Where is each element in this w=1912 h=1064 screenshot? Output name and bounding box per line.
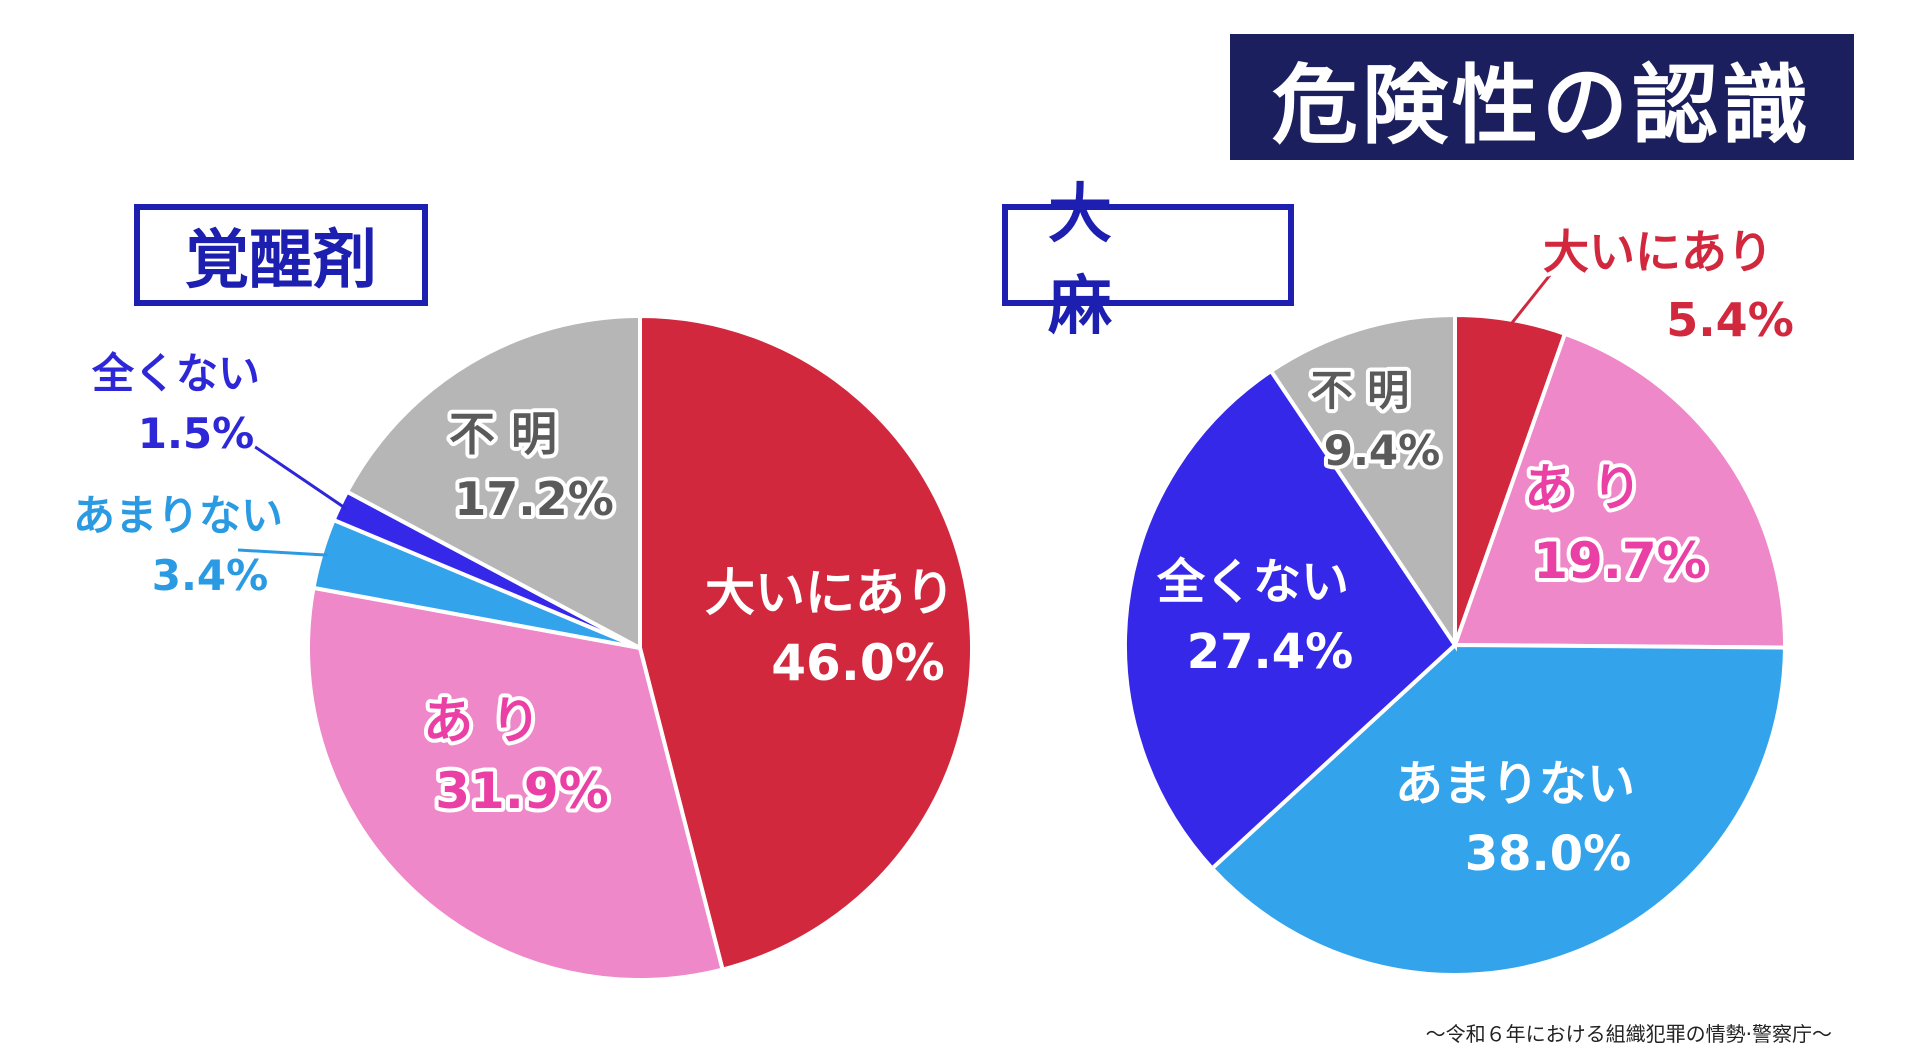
pie-chart-1: 大いにあり 5.4% あ り 19.7% あまりない 38.0% 全くない 27.4% 不 明 9…	[1123, 221, 1798, 977]
slice-value: 46.0%	[771, 634, 944, 692]
slice-label: あ り	[1524, 459, 1641, 517]
pie-slice	[1268, 312, 1457, 652]
slice-label: あまりない	[73, 491, 283, 540]
slice-label: 不 明	[1311, 366, 1410, 415]
pie-slice	[1209, 642, 1788, 977]
slice-label: 大いにあり	[1543, 225, 1773, 279]
leader-line	[237, 548, 328, 557]
slice-value: 27.4%	[1187, 624, 1354, 680]
slice-value: 9.4%	[1324, 426, 1440, 475]
slice-label: 全くない	[1156, 554, 1349, 610]
slice-value: 5.4%	[1666, 293, 1794, 347]
slice-value: 3.4%	[152, 551, 268, 600]
pie-slice	[1452, 331, 1787, 650]
pie-chart-0: 大いにあり 46.0% あ り 31.9% あまりない 3.4% 全くない 1.5% 不 明 17…	[69, 313, 974, 982]
chart-title-cannabis: 大 麻	[1048, 178, 1152, 344]
slice-value: 38.0%	[1465, 826, 1632, 882]
pie-slice	[306, 585, 726, 982]
main-title-box: 危険性の認識	[1230, 34, 1854, 160]
chart-title-box-cannabis: 大 麻	[1002, 178, 1294, 344]
source-note: 〜令和６年における組織犯罪の情勢·警察庁〜	[1425, 1022, 1832, 1046]
slice-label: 大いにあり	[705, 564, 955, 622]
slice-value: 31.9%	[435, 762, 608, 820]
slice-value: 17.2%	[454, 472, 614, 526]
chart-title-stimulants: 覚醒剤	[185, 224, 377, 298]
slice-label: あまりない	[1395, 756, 1635, 812]
leader-line	[1508, 274, 1552, 327]
pie-slice	[344, 313, 642, 652]
slice-label: 不 明	[449, 407, 557, 461]
main-title: 危険性の認識	[1272, 55, 1812, 156]
slice-value: 1.5%	[138, 409, 254, 458]
chart-title-box-stimulants: 覚醒剤	[134, 204, 428, 306]
slice-label: あ り	[423, 692, 540, 750]
leader-line	[235, 432, 347, 510]
slice-label: 全くない	[91, 349, 260, 398]
pie-slice	[1123, 368, 1458, 872]
slice-value: 19.7%	[1533, 532, 1706, 590]
pie-slice	[638, 313, 974, 973]
